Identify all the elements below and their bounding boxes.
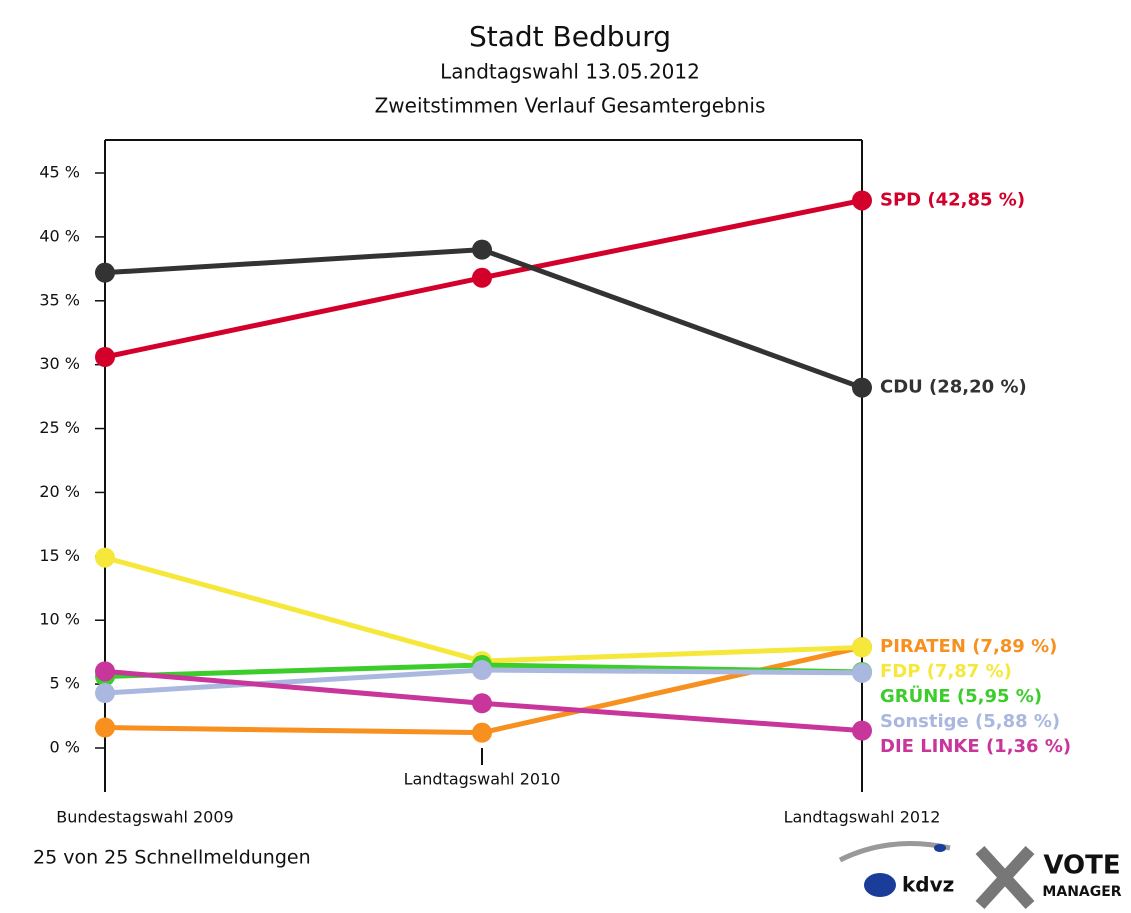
data-point	[95, 683, 115, 704]
footer: 25 von 25 Schnellmeldungen	[33, 847, 311, 869]
logo-text: kdvz	[902, 873, 954, 897]
data-point	[852, 637, 872, 658]
value-label: SPD (42,85 %)	[880, 189, 1025, 210]
data-point	[852, 190, 872, 211]
data-point	[95, 547, 115, 568]
y-tick-label: 25 %	[39, 418, 80, 437]
y-tick-label: 45 %	[39, 163, 80, 182]
data-point	[472, 267, 492, 288]
data-point	[95, 717, 115, 738]
y-tick-label: 0 %	[50, 738, 80, 757]
chart-subtitle: Landtagswahl 13.05.2012	[440, 60, 700, 84]
value-label: FDP (7,87 %)	[880, 661, 1012, 682]
x-tick-label: Landtagswahl 2012	[784, 808, 941, 827]
value-label: DIE LINKE (1,36 %)	[880, 736, 1071, 757]
data-point	[95, 347, 115, 367]
logo-text: MANAGER	[1042, 884, 1121, 900]
value-label: Sonstige (5,88 %)	[880, 711, 1060, 732]
data-point	[472, 722, 492, 743]
data-point	[852, 720, 872, 741]
data-point	[95, 262, 115, 283]
x-tick-label: Landtagswahl 2010	[404, 770, 561, 789]
value-label: GRÜNE (5,95 %)	[880, 685, 1042, 707]
logo-x	[975, 845, 1035, 910]
data-point	[95, 661, 115, 682]
logo-ball	[934, 844, 946, 852]
y-tick-label: 15 %	[39, 546, 80, 565]
data-point	[852, 662, 872, 683]
chart-title: Stadt Bedburg	[469, 20, 671, 53]
value-label: CDU (28,20 %)	[880, 377, 1027, 398]
data-point	[472, 239, 492, 260]
value-label: PIRATEN (7,89 %)	[880, 636, 1057, 657]
y-tick-label: 10 %	[39, 610, 80, 629]
logo-ball	[864, 873, 896, 897]
y-tick-label: 5 %	[50, 674, 80, 693]
x-tick-label: Bundestagswahl 2009	[56, 808, 233, 827]
y-tick-label: 30 %	[39, 354, 80, 373]
logo: kdvz VOTE MANAGER	[838, 841, 1122, 910]
data-point	[852, 377, 872, 398]
logo-text: VOTE	[1043, 851, 1120, 881]
y-tick-label: 40 %	[39, 226, 80, 245]
y-tick-label: 20 %	[39, 482, 80, 501]
chart-subtitle: Zweitstimmen Verlauf Gesamtergebnis	[375, 94, 766, 118]
data-point	[472, 693, 492, 714]
y-tick-label: 35 %	[39, 290, 80, 309]
data-point	[472, 660, 492, 681]
